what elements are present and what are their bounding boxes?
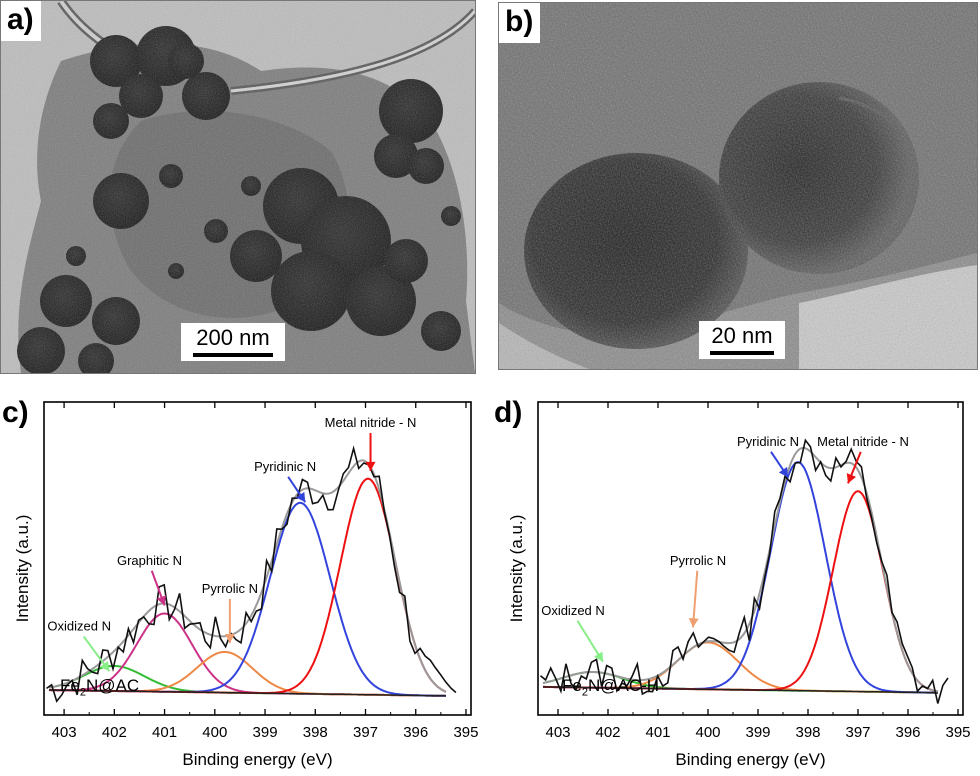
cc-annotation-label: Graphitic N xyxy=(117,553,182,568)
cd-x-tick-label: 401 xyxy=(645,724,670,741)
cd-x-tick-label: 399 xyxy=(745,724,770,741)
cc-x-tick-label: 400 xyxy=(202,724,227,741)
cd-annotation-label: Oxidized N xyxy=(541,603,605,618)
cd-x-tick-label: 403 xyxy=(545,724,570,741)
cc-y-axis-label: Intensity (a.u.) xyxy=(13,515,32,623)
tem-micrograph-b xyxy=(499,3,977,369)
cd-annotation-label: Pyrrolic N xyxy=(670,553,726,568)
cc-x-tick-label: 397 xyxy=(353,724,378,741)
cc-annotation-label: Pyrrolic N xyxy=(202,581,258,596)
xps-chart-d: 403 402 401 400 399 398 397 396 395 Binding energ… xyxy=(507,401,971,769)
sample-label-d: Fe2N@AC-H xyxy=(562,676,659,698)
cd-x-tick-label: 400 xyxy=(695,724,720,741)
cc-x-tick-label: 399 xyxy=(253,724,278,741)
cc-annotation-arrowhead xyxy=(99,660,110,672)
cc-annotation-arrowhead xyxy=(296,491,306,503)
cd-annotation-arrowhead xyxy=(778,466,788,478)
cc-x-tick-label: 401 xyxy=(152,724,177,741)
cd-x-tick-label: 396 xyxy=(895,724,920,741)
cd-plot-frame xyxy=(537,401,964,716)
xps-chart-c: 403 402 401 400 399 398 397 396 395 Binding energ… xyxy=(13,401,478,769)
cd-baseline xyxy=(543,686,938,694)
cc-baseline xyxy=(48,689,446,697)
cc-x-tick-label: 402 xyxy=(102,724,127,741)
sample-label-d-sub: 2 xyxy=(581,686,588,699)
cc-x-tick-label: 403 xyxy=(52,724,77,741)
cd-annotation-arrowhead xyxy=(593,651,603,662)
cc-x-tick-label: 395 xyxy=(453,724,478,741)
cc-x-tick-label: 398 xyxy=(303,724,328,741)
scale-bar-a: 200 nm xyxy=(181,323,285,361)
cd-x-tick-label: 402 xyxy=(595,724,620,741)
cd-annotation-arrowhead xyxy=(846,473,857,484)
cc-raw-spectrum xyxy=(46,445,457,703)
sample-label-d-main: Fe xyxy=(562,676,582,695)
scale-bar-line-a xyxy=(193,353,273,357)
cd-annotation-label: Metal nitride - N xyxy=(817,434,909,449)
cd-y-axis-label: Intensity (a.u.) xyxy=(507,515,526,623)
cc-annotation-label: Pyridinic N xyxy=(254,459,316,474)
panel-label-c: c) xyxy=(2,396,29,429)
cd-x-tick-label: 398 xyxy=(795,724,820,741)
scale-bar-label-b: 20 nm xyxy=(711,323,773,348)
cd-x-tick-label: 395 xyxy=(945,724,970,741)
cc-x-axis-label: Binding energy (eV) xyxy=(182,750,332,769)
sample-label-c-rest: N@AC xyxy=(85,676,140,695)
cd-annotation-label: Pyridinic N xyxy=(737,434,799,449)
scale-bar-line-b xyxy=(710,351,774,355)
sample-label-d-rest: N@AC-H xyxy=(587,676,660,695)
cc-annotation-arrowhead xyxy=(156,595,167,606)
sample-label-c: Fe2N@AC xyxy=(60,676,139,698)
cd-annotation-arrow xyxy=(692,570,699,628)
tem-image-a: a) 200 nm xyxy=(0,0,476,374)
cd-raw-spectrum xyxy=(539,438,949,704)
cc-plot-frame xyxy=(43,401,472,716)
cc-annotation-label: Oxidized N xyxy=(47,618,111,633)
sample-label-c-sub: 2 xyxy=(79,686,86,699)
cc-envelope xyxy=(48,459,447,693)
cd-x-axis-label: Binding energy (eV) xyxy=(675,750,825,769)
panel-label-a: a) xyxy=(1,1,41,41)
tem-micrograph-a xyxy=(1,1,475,373)
sample-label-c-main: Fe xyxy=(60,676,80,695)
scale-bar-b: 20 nm xyxy=(699,321,785,359)
scale-bar-label-a: 200 nm xyxy=(196,325,270,350)
cc-annotation-arrowhead xyxy=(224,634,235,644)
cd-x-tick-label: 397 xyxy=(845,724,870,741)
tem-image-b: b) 20 nm xyxy=(498,2,978,370)
cc-annotation-arrowhead xyxy=(365,461,376,471)
cc-x-tick-label: 396 xyxy=(403,724,428,741)
panel-label-d: d) xyxy=(494,396,523,429)
cc-annotation-label: Metal nitride - N xyxy=(325,415,417,430)
cd-annotation-arrowhead xyxy=(688,618,699,628)
cd-envelope xyxy=(542,446,939,693)
panel-label-b: b) xyxy=(499,3,541,43)
